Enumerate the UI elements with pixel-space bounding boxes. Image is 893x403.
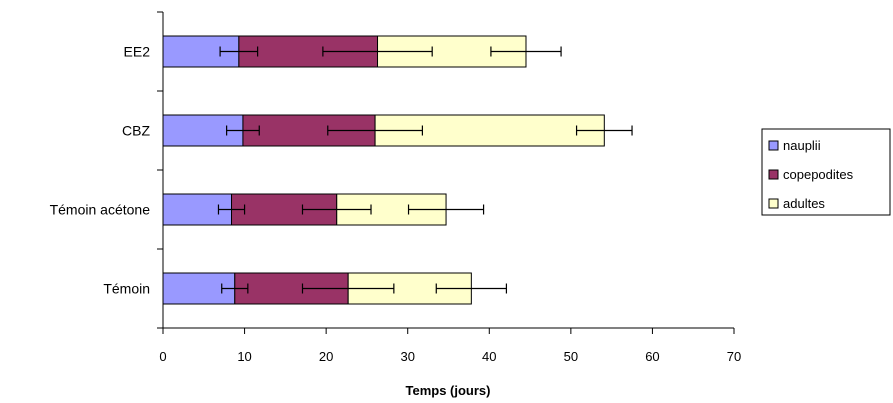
bars-layer: [162, 35, 605, 305]
legend-swatch-adultes: [768, 198, 779, 209]
x-tick-label-5: 50: [564, 349, 578, 364]
ticks-layer: [157, 11, 735, 334]
x-axis-title: Temps (jours): [406, 383, 491, 398]
x-tick-label-6: 60: [645, 349, 659, 364]
legend-label-copepodites: copepodites: [783, 167, 854, 182]
category-label-1: Témoin acétone: [50, 202, 151, 218]
x-tick-label-3: 30: [400, 349, 414, 364]
x-tick-label-7: 70: [727, 349, 741, 364]
x-tick-label-1: 10: [237, 349, 251, 364]
x-tick-label-4: 40: [482, 349, 496, 364]
x-tick-label-2: 20: [319, 349, 333, 364]
category-label-0: Témoin: [103, 281, 150, 297]
category-label-2: CBZ: [122, 123, 150, 139]
category-label-3: EE2: [124, 44, 151, 60]
legend-swatch-copepodites: [768, 169, 779, 180]
legend-box: [761, 128, 891, 216]
labels-layer: Témoin Témoin acétone CBZ EE2 0 10 20 30 40 50 60 7…: [50, 44, 742, 365]
x-tick-label-0: 0: [159, 349, 166, 364]
error-bars-layer: [217, 46, 633, 294]
legend: nauplii copepodites adultes: [761, 128, 891, 216]
legend-label-adultes: adultes: [783, 196, 825, 211]
legend-label-nauplii: nauplii: [783, 138, 821, 153]
legend-swatch-nauplii: [768, 140, 779, 151]
